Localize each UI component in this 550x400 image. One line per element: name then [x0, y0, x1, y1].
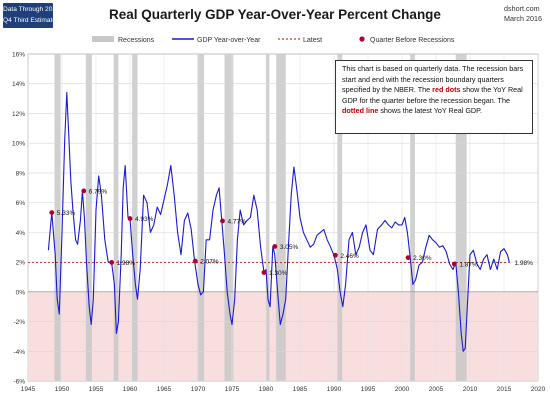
x-tick-label-2: 1955 [89, 386, 104, 393]
y-tick-label-9: 12% [12, 111, 25, 118]
x-tick-label-9: 1990 [327, 386, 342, 393]
pre-recession-label-5: 4.77% [227, 218, 246, 225]
pre-recession-dot-10 [451, 261, 457, 267]
recession-bar-7 [276, 54, 286, 381]
source-date: March 2016 [504, 14, 542, 23]
data-through-badge: Data Through 2015 Q4 Third Estimate [3, 3, 60, 28]
legend-recessions-label: Recessions [118, 37, 155, 44]
y-tick-label-10: 14% [12, 81, 25, 88]
pre-recession-dot-0 [49, 210, 55, 215]
legend-dot-label: Quarter Before Recessions [370, 37, 455, 44]
legend-recession-swatch [92, 36, 114, 42]
pre-recession-dot-6 [261, 270, 267, 275]
note-text-2: show the YoY Real GDP for the quarter be… [342, 85, 523, 105]
latest-value-label: 1.98% [514, 260, 533, 267]
recession-bar-9 [410, 54, 415, 381]
pre-recession-label-7: 3.05% [280, 244, 299, 251]
x-tick-label-0: 1945 [21, 386, 36, 393]
recession-bar-3 [132, 54, 138, 381]
recession-bar-8 [337, 54, 343, 381]
pre-recession-label-6: 1.30% [269, 270, 288, 277]
pre-recession-dot-4 [192, 258, 198, 264]
legend-gdp-label: GDP Year-over-Year [197, 37, 261, 44]
x-tick-label-1: 1950 [55, 386, 70, 393]
pre-recession-label-1: 6.79% [89, 188, 108, 195]
pre-recession-dot-3 [127, 216, 133, 221]
y-tick-label-3: 0% [16, 289, 26, 296]
source-credit: dshort.com March 2016 [504, 4, 542, 24]
y-tick-label-0: -6% [13, 379, 25, 386]
recession-bar-0 [54, 54, 61, 381]
y-tick-label-11: 16% [12, 52, 25, 59]
recession-bar-5 [224, 54, 234, 381]
pre-recession-dot-2 [109, 259, 115, 265]
pre-recession-dot-5 [220, 218, 225, 224]
gdp-yoy-series-line [47, 92, 510, 352]
recession-bar-6 [266, 54, 270, 381]
pre-recession-dot-9 [405, 255, 411, 261]
x-tick-label-13: 2010 [463, 386, 478, 393]
pre-recession-label-3: 4.93% [135, 216, 154, 223]
x-tick-label-14: 2015 [497, 386, 512, 393]
x-tick-label-12: 2005 [429, 386, 444, 393]
recession-bar-2 [113, 54, 119, 381]
recession-bar-10 [455, 54, 467, 381]
note-text-3: shows the latest YoY Real GDP. [378, 106, 482, 115]
pre-recession-label-9: 2.30% [413, 255, 432, 262]
pre-recession-dot-8 [332, 252, 338, 258]
x-tick-label-4: 1965 [157, 386, 172, 393]
x-tick-label-3: 1960 [123, 386, 138, 393]
source-site: dshort.com [504, 4, 540, 13]
pre-recession-label-0: 5.33% [57, 210, 76, 217]
x-tick-label-11: 2000 [395, 386, 410, 393]
y-tick-label-2: -2% [13, 319, 25, 326]
pre-recession-label-2: 1.98% [117, 260, 136, 267]
badge-line-1: Data Through 2015 [3, 6, 60, 13]
y-tick-label-6: 6% [16, 200, 26, 207]
x-tick-label-10: 1995 [361, 386, 376, 393]
legend-dot-swatch [359, 36, 365, 42]
x-tick-label-8: 1985 [293, 386, 308, 393]
y-tick-label-7: 8% [16, 170, 26, 177]
y-tick-label-5: 4% [16, 230, 26, 237]
y-tick-label-4: 2% [16, 260, 26, 267]
note-text-1: This chart is based on quarterly data. T… [342, 64, 524, 94]
x-tick-label-7: 1980 [259, 386, 274, 393]
pre-recession-label-10: 1.87% [459, 262, 478, 269]
chart-note-box: This chart is based on quarterly data. T… [335, 60, 533, 134]
recession-bar-1 [85, 54, 92, 381]
legend-latest-label: Latest [303, 37, 322, 44]
pre-recession-dot-7 [272, 244, 278, 249]
x-tick-label-15: 2020 [531, 386, 546, 393]
badge-line-2: Q4 Third Estimate [3, 17, 57, 24]
x-tick-label-6: 1975 [225, 386, 240, 393]
pre-recession-dot-1 [81, 188, 87, 194]
y-tick-label-8: 10% [12, 141, 25, 148]
note-dotted-line: dotted line [342, 106, 379, 115]
pre-recession-label-8: 2.46% [340, 253, 359, 260]
chart-title: Real Quarterly GDP Year-Over-Year Percen… [109, 7, 441, 22]
pre-recession-label-4: 2.07% [200, 259, 219, 266]
note-red-dots: red dots [432, 85, 461, 94]
recession-bar-4 [197, 54, 205, 381]
x-tick-label-5: 1970 [191, 386, 206, 393]
y-tick-label-1: -4% [13, 349, 25, 356]
